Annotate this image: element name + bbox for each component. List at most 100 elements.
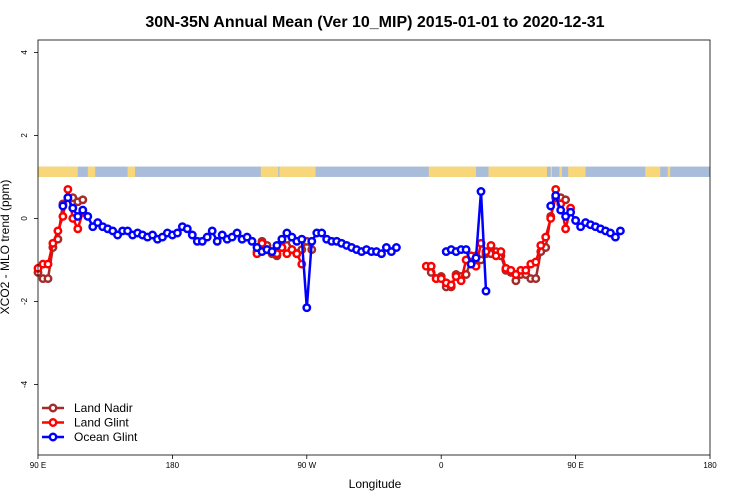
data-point-ocean-glint [466,259,476,269]
series-line-land-nadir [430,196,567,289]
data-point-ocean-glint [571,216,581,225]
series-line-ocean-glint [61,195,398,308]
chart-title: 30N-35N Annual Mean (Ver 10_MIP) 2015-01… [145,14,604,31]
legend-item-land-nadir: Land Nadir [42,401,133,415]
data-point-land-nadir [43,274,53,284]
data-point-ocean-glint [68,203,78,213]
data-point-ocean-glint [476,187,486,196]
data-point-ocean-glint [277,234,287,244]
data-point-ocean-glint [317,228,327,238]
plot-frame [37,39,711,456]
data-point-ocean-glint [551,191,561,201]
legend-item-land-glint: Land Glint [42,416,129,430]
land-band-segment [428,166,477,177]
land-band-segment [260,166,279,177]
x-tick-label: 90 E [30,461,46,470]
data-point-land-glint [63,184,73,194]
data-point-ocean-glint [187,230,197,240]
data-point-land-glint [546,213,556,223]
series-layer [33,184,625,313]
y-tick-label: 4 [20,50,29,55]
legend-label: Ocean Glint [74,430,138,444]
land-band-segment [568,166,586,177]
data-point-ocean-glint [566,207,576,217]
data-point-ocean-glint [297,234,307,244]
land-band-segment [667,166,671,177]
data-point-ocean-glint [471,253,481,263]
data-point-ocean-glint [546,201,556,211]
land-ocean-band [38,166,710,177]
land-band-segment [279,166,316,177]
data-point-land-glint [521,265,531,275]
data-point-ocean-glint [182,224,192,234]
x-tick-label: 90 E [567,461,583,470]
data-point-land-glint [446,280,456,290]
data-point-land-glint [48,238,58,248]
legend-label: Land Glint [74,416,129,430]
x-tick-label: 0 [439,461,444,470]
data-point-ocean-glint [58,201,68,211]
data-point-ocean-glint [63,193,73,203]
data-point-land-nadir [531,274,541,284]
data-point-ocean-glint [302,303,312,313]
x-tick-label: 90 W [297,461,316,470]
data-point-ocean-glint [556,205,566,215]
data-point-ocean-glint [172,228,182,238]
land-band-segment [559,166,562,177]
data-point-ocean-glint [247,236,257,246]
data-point-land-glint [536,240,546,250]
data-point-land-glint [496,247,506,257]
data-point-ocean-glint [232,228,242,238]
data-point-land-glint [58,211,68,221]
data-point-ocean-glint [615,226,625,236]
y-axis: -4 -2 0 2 4 [20,50,38,388]
ocean-band [38,166,710,177]
x-tick-label: 180 [166,461,180,470]
y-tick-label: 2 [20,133,29,138]
data-point-ocean-glint [272,240,282,250]
data-point-ocean-glint [212,236,222,246]
legend-swatch-marker [48,418,58,427]
data-point-ocean-glint [610,232,620,242]
data-point-land-glint [426,261,436,271]
land-band-segment [488,166,547,177]
data-point-land-glint [456,276,466,286]
data-point-ocean-glint [481,286,491,296]
data-point-ocean-glint [83,211,93,221]
data-point-land-glint [53,226,63,236]
data-point-land-glint [531,257,541,267]
data-point-ocean-glint [73,211,83,221]
data-point-land-glint [73,224,83,234]
legend-label: Land Nadir [74,401,133,415]
series-ocean-glint [58,187,625,313]
data-point-ocean-glint [307,236,317,246]
land-band-segment [127,166,136,177]
data-point-land-glint [561,224,571,234]
data-point-ocean-glint [391,243,401,252]
y-tick-label: -2 [20,297,29,305]
data-point-land-glint [43,259,53,269]
land-band-segment [550,166,552,177]
data-point-land-nadir [78,195,88,205]
data-point-ocean-glint [202,232,212,242]
legend-swatch-marker [48,403,58,413]
y-tick-label: 0 [20,216,29,221]
data-point-ocean-glint [207,226,217,236]
land-band-segment [87,166,96,177]
data-point-land-glint [486,240,496,250]
legend-item-ocean-glint: Ocean Glint [42,430,138,444]
data-point-ocean-glint [267,247,277,257]
data-point-land-glint [292,249,302,259]
land-band-segment [38,166,78,177]
legend-swatch-marker [48,432,58,442]
y-axis-label: XCO2 - MLO trend (ppm) [0,180,12,315]
data-point-ocean-glint [461,245,471,255]
x-axis: 90 E 180 90 W 0 90 E 180 [30,455,717,470]
data-point-ocean-glint [377,249,386,259]
data-point-ocean-glint [78,205,88,215]
land-band-segment [645,166,661,177]
x-tick-label: 180 [703,461,717,470]
